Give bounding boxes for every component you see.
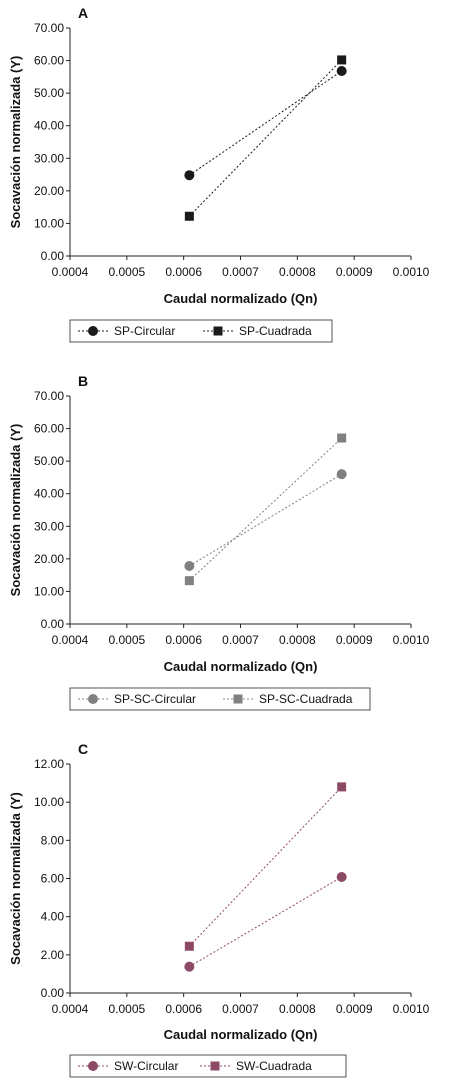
series-line-sp-sc-cuadrada	[189, 437, 343, 582]
x-tick-label: 0.0010	[393, 265, 430, 279]
x-tick-label: 0.0008	[279, 265, 316, 279]
y-tick-label: 2.00	[41, 948, 65, 962]
y-tick-label: 30.00	[34, 151, 64, 165]
x-tick-label: 0.0008	[279, 1002, 316, 1016]
x-tick-label: 0.0010	[393, 633, 430, 647]
y-tick-label: 0.00	[41, 986, 65, 1000]
y-tick-label: 6.00	[41, 872, 65, 886]
data-point-sp-cuadrada	[337, 55, 347, 65]
y-tick-label: 10.00	[34, 795, 64, 809]
series-line-sp-sc-circular	[189, 473, 342, 567]
x-tick-label: 0.0006	[165, 633, 202, 647]
x-tick-label: 0.0010	[393, 1002, 430, 1016]
x-tick-label: 0.0009	[336, 633, 373, 647]
legend-label: SW-Cuadrada	[236, 1059, 312, 1073]
y-tick-label: 50.00	[34, 454, 64, 468]
legend-marker	[210, 1061, 220, 1071]
legend-marker	[88, 694, 98, 704]
legend-marker	[213, 326, 223, 336]
y-tick-label: 40.00	[34, 119, 64, 133]
legend-marker	[88, 1061, 98, 1071]
data-point-sw-cuadrada	[184, 941, 194, 951]
chart-a-svg: A 0.00 10.00 20.00 30.00 40.00 50.00 60.00 70.00…	[8, 5, 430, 343]
x-axis-title: Caudal normalizado (Qn)	[164, 291, 318, 306]
data-point-sp-sc-circular	[184, 561, 195, 572]
y-tick-label: 70.00	[34, 21, 64, 35]
data-point-sp-circular	[336, 65, 347, 76]
x-tick-label: 0.0004	[52, 1002, 89, 1016]
y-axis-title: Socavación normalizada (Y)	[8, 56, 23, 229]
legend-label: SP-SC-Cuadrada	[259, 692, 353, 706]
data-point-sp-sc-cuadrada	[184, 576, 194, 586]
y-tick-label: 50.00	[34, 86, 64, 100]
legend-label: SP-SC-Circular	[114, 692, 196, 706]
legend-label: SP-Circular	[114, 324, 175, 338]
series-line-sp-cuadrada	[188, 59, 343, 217]
data-point-sp-sc-cuadrada	[337, 433, 347, 443]
y-axis-title: Socavación normalizada (Y)	[8, 792, 23, 965]
series-line-sp-circular	[189, 70, 342, 176]
x-tick-label: 0.0006	[165, 1002, 202, 1016]
x-tick-label: 0.0007	[222, 265, 259, 279]
legend-label: SP-Cuadrada	[239, 324, 312, 338]
data-point-sp-circular	[184, 170, 195, 181]
panel-label: C	[78, 741, 88, 757]
chart-c-svg: C 0.00 2.00 4.00 6.00 8.00 10.00 12.00 0.0004 0.0…	[8, 741, 430, 1078]
x-tick-label: 0.0007	[222, 1002, 259, 1016]
x-tick-label: 0.0007	[222, 633, 259, 647]
y-tick-label: 10.00	[34, 216, 64, 230]
data-point-sp-cuadrada	[184, 211, 194, 221]
legend-box	[69, 687, 371, 711]
data-point-sw-circular	[184, 961, 195, 972]
x-tick-label: 0.0005	[108, 1002, 145, 1016]
panel-label: A	[78, 5, 88, 21]
chart-panel-a: A 0.00 10.00 20.00 30.00 40.00 50.00 60.00 70.00…	[0, 0, 456, 362]
y-tick-label: 0.00	[41, 617, 65, 631]
y-tick-label: 4.00	[41, 910, 65, 924]
legend-label: SW-Circular	[114, 1059, 178, 1073]
y-tick-label: 0.00	[41, 249, 65, 263]
y-tick-label: 30.00	[34, 519, 64, 533]
y-tick-label: 20.00	[34, 184, 64, 198]
x-tick-label: 0.0009	[336, 265, 373, 279]
x-tick-label: 0.0009	[336, 1002, 373, 1016]
legend-marker	[88, 326, 98, 336]
y-tick-label: 60.00	[34, 422, 64, 436]
series-line-sw-cuadrada	[188, 786, 343, 947]
y-tick-label: 70.00	[34, 389, 64, 403]
panel-label: B	[78, 373, 88, 389]
x-tick-label: 0.0004	[52, 633, 89, 647]
y-tick-label: 40.00	[34, 487, 64, 501]
data-point-sw-cuadrada	[337, 782, 347, 792]
x-tick-label: 0.0004	[52, 265, 89, 279]
chart-panel-b: B 0.00 10.00 20.00 30.00 40.00 50.00 60.00 70.00…	[0, 368, 456, 724]
y-axis-title: Socavación normalizada (Y)	[8, 424, 23, 597]
legend-marker	[233, 694, 243, 704]
legend-box	[69, 319, 333, 343]
y-tick-label: 60.00	[34, 54, 64, 68]
x-tick-label: 0.0005	[108, 633, 145, 647]
x-tick-label: 0.0005	[108, 265, 145, 279]
y-tick-label: 12.00	[34, 757, 64, 771]
y-tick-label: 10.00	[34, 584, 64, 598]
y-tick-label: 8.00	[41, 833, 65, 847]
y-tick-label: 20.00	[34, 552, 64, 566]
data-point-sw-circular	[336, 871, 347, 882]
series-line-sw-circular	[189, 876, 342, 968]
x-tick-label: 0.0006	[165, 265, 202, 279]
chart-panel-c: C 0.00 2.00 4.00 6.00 8.00 10.00 12.00 0.0004 0.0…	[0, 730, 456, 1087]
data-point-sp-sc-circular	[336, 469, 347, 480]
x-axis-title: Caudal normalizado (Qn)	[164, 659, 318, 674]
chart-b-svg: B 0.00 10.00 20.00 30.00 40.00 50.00 60.00 70.00…	[8, 373, 430, 711]
x-tick-label: 0.0008	[279, 633, 316, 647]
x-axis-title: Caudal normalizado (Qn)	[164, 1027, 318, 1042]
